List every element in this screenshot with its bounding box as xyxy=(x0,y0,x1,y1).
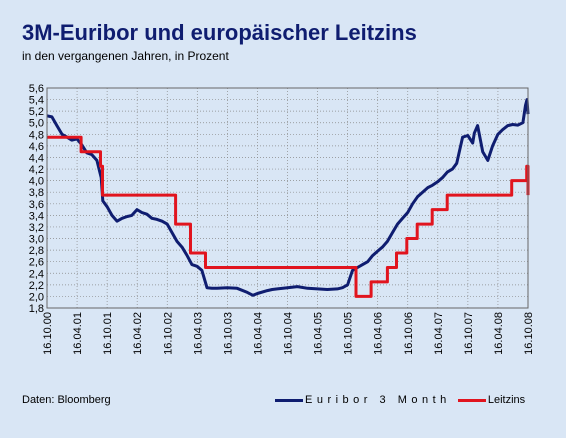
legend-label-euribor: Euribor 3 Month xyxy=(305,394,451,406)
y-tick-label: 4,6 xyxy=(29,141,44,153)
y-tick-label: 5,4 xyxy=(29,95,44,107)
y-tick-label: 5,2 xyxy=(29,106,44,118)
legend: Euribor 3 Month Leitzins xyxy=(275,394,529,406)
x-tick-label: 16.10.00 xyxy=(42,312,54,355)
legend-item-leitzins: Leitzins xyxy=(457,394,526,406)
y-tick-label: 2,0 xyxy=(29,291,44,303)
legend-swatch-euribor xyxy=(275,398,303,402)
y-tick-label: 5,6 xyxy=(29,83,44,95)
x-tick-label: 16.10.02 xyxy=(162,312,174,355)
y-tick-label: 4,4 xyxy=(29,152,44,164)
y-tick-label: 4,2 xyxy=(29,164,44,176)
legend-label-leitzins: Leitzins xyxy=(487,394,526,406)
chart-subtitle: in den vergangenen Jahren, in Prozent xyxy=(22,49,229,63)
x-tick-label: 16.10.06 xyxy=(403,312,415,355)
y-tick-label: 5,0 xyxy=(29,118,44,130)
x-tick-label: 16.04.06 xyxy=(373,312,385,355)
x-tick-label: 16.04.05 xyxy=(313,312,325,355)
y-tick-label: 2,8 xyxy=(29,245,44,257)
x-tick-label: 16.10.04 xyxy=(283,312,295,355)
x-tick-label: 16.04.01 xyxy=(72,312,84,355)
y-tick-label: 3,8 xyxy=(29,187,44,199)
y-tick-label: 2,2 xyxy=(29,280,44,292)
y-tick-label: 4,0 xyxy=(29,176,44,188)
x-tick-label: 16.04.04 xyxy=(252,312,264,355)
x-tick-label: 16.10.05 xyxy=(343,312,355,355)
x-tick-label: 16.04.03 xyxy=(192,312,204,355)
y-tick-label: 4,8 xyxy=(29,129,44,141)
source-note: Daten: Bloomberg xyxy=(22,394,111,406)
y-tick-label: 3,4 xyxy=(29,210,44,222)
x-tick-label: 16.10.08 xyxy=(523,312,535,355)
x-tick-label: 16.04.07 xyxy=(433,312,445,355)
y-tick-label: 1,8 xyxy=(29,303,44,315)
x-tick-label: 16.10.07 xyxy=(463,312,475,355)
y-tick-label: 3,2 xyxy=(29,222,44,234)
legend-swatch-leitzins xyxy=(457,398,486,402)
x-tick-label: 16.04.08 xyxy=(493,312,505,355)
x-tick-label: 16.10.03 xyxy=(222,312,234,355)
x-tick-label: 16.04.02 xyxy=(132,312,144,355)
y-tick-label: 3,6 xyxy=(29,199,44,211)
legend-item-euribor: Euribor 3 Month xyxy=(275,394,451,406)
y-tick-label: 2,6 xyxy=(29,257,44,269)
chart-title: 3M-Euribor und europäischer Leitzins xyxy=(22,20,417,45)
series-line-euribor xyxy=(46,98,530,297)
y-tick-label: 2,4 xyxy=(29,268,44,280)
x-tick-label: 16.10.01 xyxy=(102,312,114,355)
series-line-leitzins xyxy=(47,135,530,298)
y-tick-label: 3,0 xyxy=(29,234,44,246)
